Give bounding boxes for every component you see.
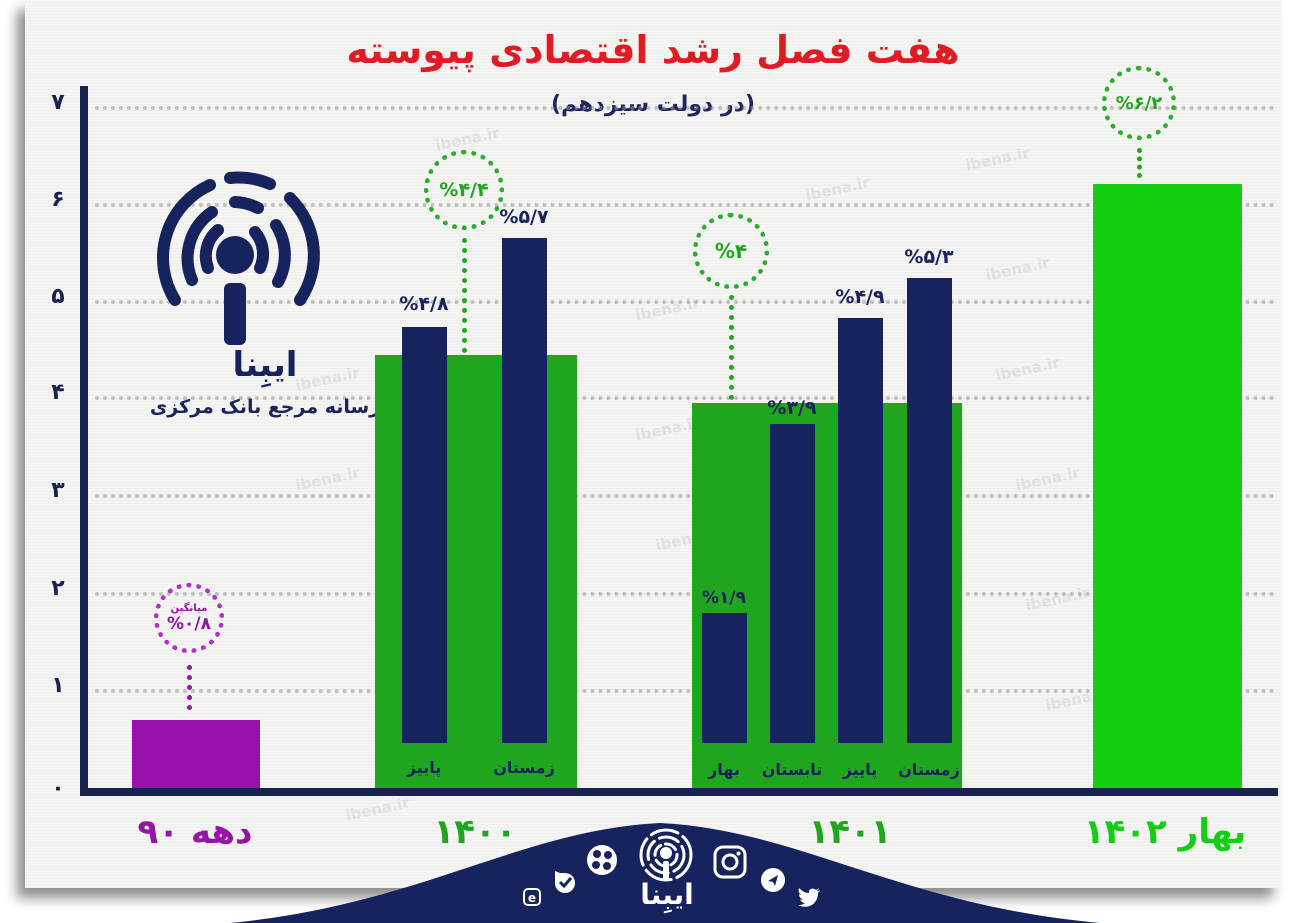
category-label-1401: ۱۴۰۱	[808, 812, 892, 852]
infographic-card: ibena.ir ibena.ir ibena.ir ibena.ir iben…	[25, 0, 1281, 888]
average-caption: میانگین	[170, 602, 208, 614]
decade90-average-badge: میانگین %۰/۸	[154, 583, 224, 653]
category-label-1402: بهار ۱۴۰۲	[1083, 812, 1247, 852]
y1402-average-value: %۶/۲	[1115, 92, 1163, 114]
value-label: %۵/۳	[904, 246, 954, 268]
bar-1400-autumn	[402, 327, 447, 743]
season-label: پاییز	[842, 760, 878, 779]
season-label: زمستان	[493, 758, 555, 777]
y-tick: ۳	[51, 478, 65, 503]
bar-1402-spring	[1093, 184, 1242, 790]
bar-1400-winter	[502, 238, 547, 743]
y1401-average-value: %۴	[714, 239, 748, 263]
bar-1401-summer	[770, 424, 815, 743]
connector-dots	[462, 238, 467, 353]
y1400-average-value: %۴/۴	[439, 179, 489, 201]
instagram-icon[interactable]	[713, 845, 747, 879]
eitaa-icon[interactable]: e	[523, 888, 541, 906]
telegram-icon[interactable]	[760, 867, 786, 893]
y-tick: ۰	[51, 776, 65, 801]
logo-brand-name: ایبِنا	[232, 345, 298, 385]
ibena-footer-logo-icon[interactable]	[638, 827, 694, 883]
ibena-logo-icon	[157, 171, 320, 345]
y1400-average-badge: %۴/۴	[424, 150, 504, 230]
gridline	[95, 300, 1275, 304]
twitter-icon[interactable]	[797, 887, 821, 907]
connector-dots	[187, 665, 192, 710]
logo-tagline: رسانه مرجع بانک مرکزی	[149, 396, 381, 418]
category-label-decade90: دهه ۹۰	[137, 812, 253, 852]
y-tick: ۷	[51, 90, 65, 115]
value-label: %۴/۸	[399, 293, 449, 315]
y-tick: ۴	[51, 380, 65, 405]
bar-1401-spring	[702, 613, 747, 743]
chart-title: هفت فصل رشد اقتصادی پیوسته	[346, 28, 960, 72]
y-tick: ۶	[51, 187, 65, 212]
svg-text:e: e	[528, 891, 536, 905]
connector-dots	[1137, 148, 1142, 178]
season-label: زمستان	[898, 760, 960, 779]
x-axis	[80, 788, 1278, 796]
y1401-average-badge: %۴	[693, 213, 769, 289]
season-label: بهار	[708, 760, 740, 779]
gridline	[95, 494, 1275, 498]
y-tick: ۲	[51, 576, 65, 601]
season-label: پاییز	[406, 758, 442, 777]
aparat-icon[interactable]	[585, 843, 619, 877]
gridline	[95, 106, 1275, 110]
bale-icon[interactable]	[552, 868, 578, 894]
value-label: %۵/۷	[499, 206, 549, 228]
category-label-1400: ۱۴۰۰	[433, 812, 517, 852]
season-label: تابستان	[761, 760, 823, 779]
value-label: %۱/۹	[702, 588, 746, 608]
bar-decade90	[132, 720, 260, 790]
bar-1401-winter	[907, 278, 952, 743]
y-tick: ۱	[51, 673, 65, 698]
gridline	[95, 689, 1275, 693]
decade90-value: %۰/۸	[167, 613, 211, 634]
y-tick: ۵	[51, 284, 65, 309]
footer-brand-name: ایبِنا	[640, 878, 694, 911]
gridline	[95, 592, 1275, 596]
gridline	[95, 396, 1275, 400]
connector-dots	[729, 295, 734, 400]
bar-1401-autumn	[838, 318, 883, 743]
value-label: %۴/۹	[835, 286, 885, 308]
y-axis	[80, 86, 88, 796]
chart-subtitle: (در دولت سیزدهم)	[551, 92, 755, 117]
y1402-average-badge: %۶/۲	[1102, 66, 1176, 140]
gridline	[95, 203, 1275, 207]
value-label: %۳/۹	[767, 397, 817, 419]
